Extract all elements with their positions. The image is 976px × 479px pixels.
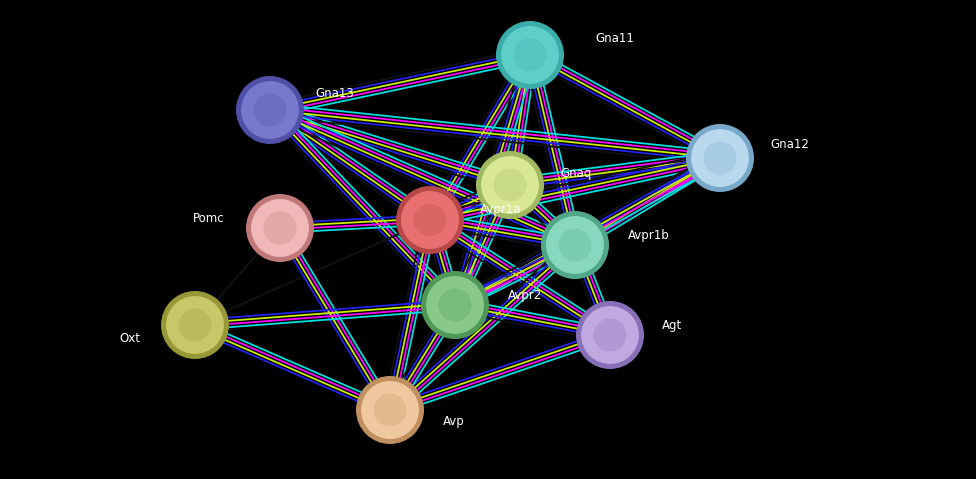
Text: Avp: Avp (443, 415, 465, 429)
Circle shape (496, 21, 564, 89)
Text: Avpr2: Avpr2 (508, 288, 543, 301)
Circle shape (250, 198, 310, 258)
Circle shape (545, 215, 605, 275)
Circle shape (500, 25, 560, 85)
Circle shape (580, 305, 640, 365)
Circle shape (179, 308, 212, 342)
Circle shape (421, 271, 489, 339)
Circle shape (513, 38, 547, 71)
Circle shape (494, 169, 526, 202)
Circle shape (558, 228, 591, 262)
Text: Avpr1a: Avpr1a (480, 204, 521, 217)
Text: Agt: Agt (662, 319, 682, 331)
Circle shape (374, 394, 406, 426)
Circle shape (236, 76, 304, 144)
Circle shape (541, 211, 609, 279)
Text: Avpr1b: Avpr1b (628, 228, 670, 241)
Circle shape (476, 151, 544, 219)
Text: Gnaq: Gnaq (560, 167, 591, 180)
Circle shape (438, 288, 471, 321)
Circle shape (400, 190, 460, 250)
Circle shape (360, 380, 420, 440)
Circle shape (161, 291, 229, 359)
Circle shape (246, 194, 314, 262)
Circle shape (425, 275, 485, 335)
Text: Gna13: Gna13 (315, 87, 353, 100)
Circle shape (704, 141, 737, 174)
Circle shape (690, 128, 750, 188)
Circle shape (593, 319, 627, 352)
Circle shape (264, 212, 297, 244)
Circle shape (254, 93, 287, 126)
Text: Gna12: Gna12 (770, 138, 809, 151)
Text: Gna11: Gna11 (595, 32, 633, 45)
Circle shape (356, 376, 424, 444)
Circle shape (414, 204, 446, 237)
Text: Oxt: Oxt (119, 331, 140, 344)
Circle shape (686, 124, 754, 192)
Text: Pomc: Pomc (193, 212, 225, 225)
Circle shape (396, 186, 464, 254)
Circle shape (480, 155, 540, 215)
Circle shape (576, 301, 644, 369)
Circle shape (165, 295, 225, 355)
Circle shape (240, 80, 300, 140)
